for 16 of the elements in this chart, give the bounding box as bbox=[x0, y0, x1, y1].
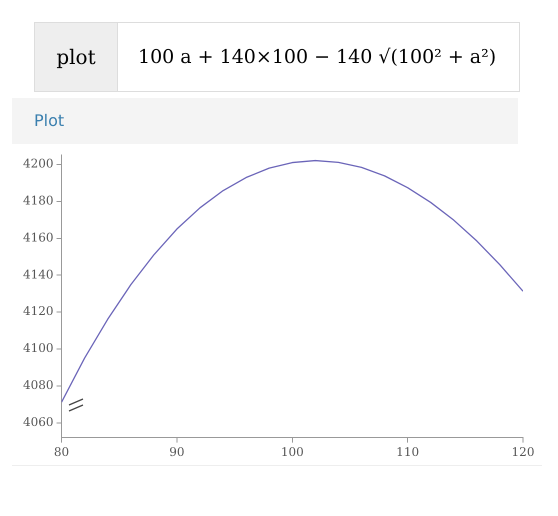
y-tick-label: 4180 bbox=[22, 193, 54, 208]
y-tick-label: 4140 bbox=[22, 267, 54, 282]
x-tick-label: 100 bbox=[280, 444, 304, 459]
x-tick-label: 120 bbox=[512, 444, 534, 459]
y-tick-label: 4080 bbox=[22, 378, 54, 392]
y-tick-label: 4060 bbox=[22, 414, 54, 429]
y-tick-label: 4160 bbox=[22, 230, 54, 244]
y-tick-label: 4200 bbox=[22, 156, 54, 171]
text: plot bbox=[35, 23, 118, 91]
x-tick-label: 110 bbox=[396, 444, 420, 459]
chart-title: 100 a + 140×100 − 140 √(100² + a²) bbox=[137, 45, 498, 70]
x-tick-label: 80 bbox=[54, 444, 70, 459]
y-tick-label: 4100 bbox=[22, 341, 54, 356]
y-tick-label: 4120 bbox=[22, 304, 54, 318]
x-tick-label: 90 bbox=[169, 444, 185, 459]
chart-subtitle: Plot bbox=[12, 98, 518, 144]
